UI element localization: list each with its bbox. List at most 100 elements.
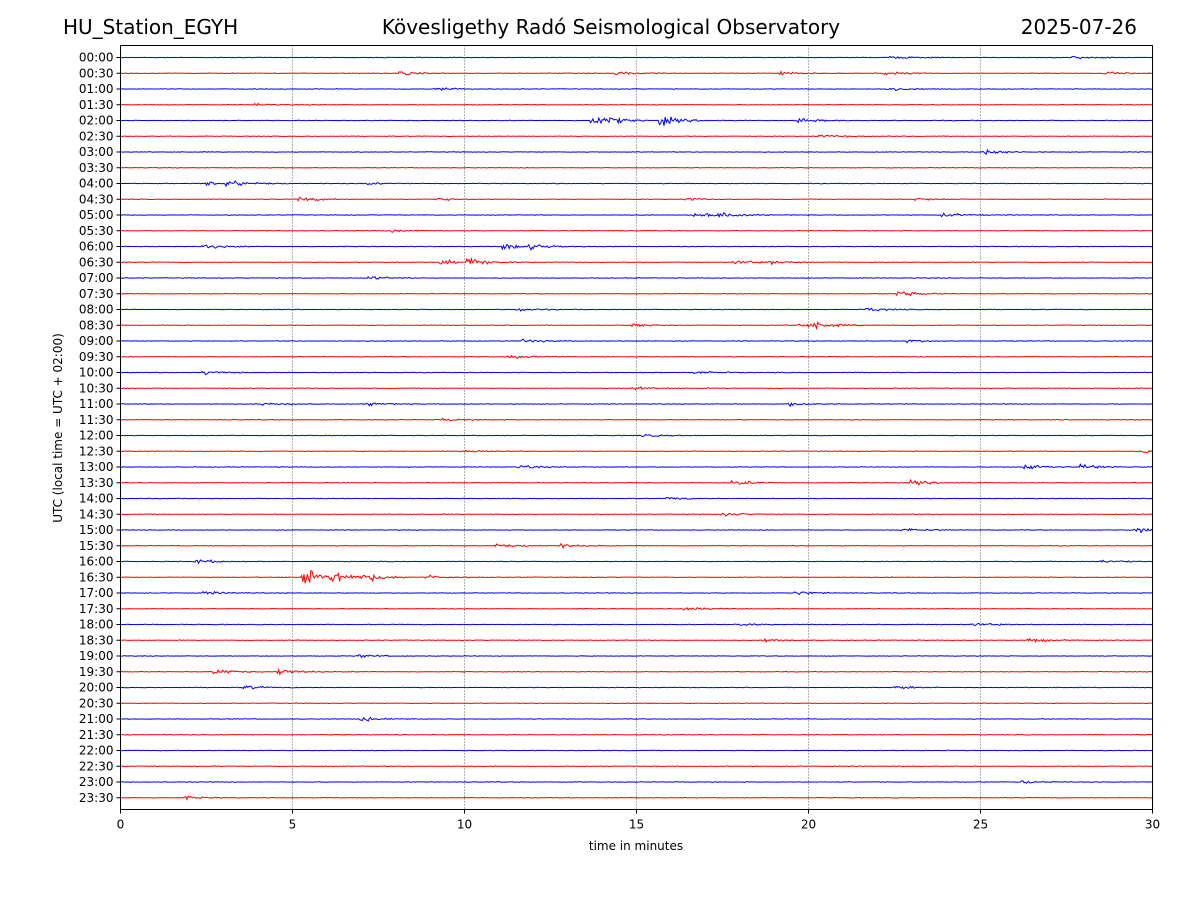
y-tick-label: 03:30 bbox=[79, 161, 114, 175]
trace-2300 bbox=[120, 780, 1153, 784]
trace-1000 bbox=[120, 370, 1153, 376]
trace-1200 bbox=[120, 433, 1153, 438]
x-tick-label: 15 bbox=[629, 818, 644, 832]
x-tick-label: 30 bbox=[1145, 818, 1160, 832]
trace-2100 bbox=[120, 716, 1153, 722]
y-tick-label: 07:00 bbox=[79, 271, 114, 285]
y-tick-label: 14:30 bbox=[79, 507, 114, 521]
y-tick-label: 17:00 bbox=[79, 586, 114, 600]
trace-0300 bbox=[120, 148, 1153, 155]
trace-0930 bbox=[120, 354, 1153, 360]
y-tick-label: 10:00 bbox=[79, 366, 114, 380]
trace-1700 bbox=[120, 590, 1153, 596]
trace-0600 bbox=[120, 243, 1153, 251]
trace-1930 bbox=[120, 667, 1153, 677]
trace-1400 bbox=[120, 497, 1153, 500]
y-tick-label: 03:00 bbox=[79, 145, 114, 159]
y-tick-label: 05:00 bbox=[79, 208, 114, 222]
y-axis-label: UTC (local time = UTC + 02:00) bbox=[51, 333, 65, 523]
trace-0500 bbox=[120, 212, 1153, 218]
y-tick-label: 21:30 bbox=[79, 728, 114, 742]
trace-0900 bbox=[120, 338, 1153, 344]
y-tick-label: 18:30 bbox=[79, 633, 114, 647]
trace-1300 bbox=[120, 463, 1153, 470]
trace-0800 bbox=[120, 307, 1153, 312]
y-tick-label: 08:00 bbox=[79, 303, 114, 317]
trace-group bbox=[120, 55, 1153, 801]
y-tick-label: 11:00 bbox=[79, 397, 114, 411]
y-tick-label: 06:00 bbox=[79, 240, 114, 254]
y-tick-label: 20:30 bbox=[79, 696, 114, 710]
y-tick-label: 09:30 bbox=[79, 350, 114, 364]
y-tick-label: 02:30 bbox=[79, 129, 114, 143]
trace-0000 bbox=[120, 55, 1153, 60]
y-tick-label: 15:30 bbox=[79, 539, 114, 553]
trace-1630 bbox=[120, 570, 1153, 584]
trace-1800 bbox=[120, 622, 1153, 627]
trace-1130 bbox=[120, 417, 1153, 422]
y-tick-label: 04:30 bbox=[79, 192, 114, 206]
y-tick-label: 12:30 bbox=[79, 444, 114, 458]
station-name: HU_Station_EGYH bbox=[63, 15, 239, 39]
y-tick-label: 11:30 bbox=[79, 413, 114, 427]
grid-lines bbox=[292, 45, 981, 810]
y-tick-label: 19:00 bbox=[79, 649, 114, 663]
trace-1730 bbox=[120, 606, 1153, 611]
trace-1530 bbox=[120, 542, 1153, 550]
y-tick-label: 17:30 bbox=[79, 602, 114, 616]
y-tick-label: 23:00 bbox=[79, 775, 114, 789]
trace-0130 bbox=[120, 102, 1153, 107]
y-tick-label: 04:00 bbox=[79, 177, 114, 191]
trace-2000 bbox=[120, 685, 1153, 690]
trace-1830 bbox=[120, 637, 1153, 644]
y-tick-label: 15:00 bbox=[79, 523, 114, 537]
y-tick-label: 05:30 bbox=[79, 224, 114, 238]
trace-0530 bbox=[120, 229, 1153, 234]
y-tick-label: 20:00 bbox=[79, 681, 114, 695]
y-tick-label: 01:00 bbox=[79, 82, 114, 96]
trace-0100 bbox=[120, 87, 1153, 92]
trace-1900 bbox=[120, 654, 1153, 659]
x-tick-label: 25 bbox=[973, 818, 988, 832]
x-axis-label: time in minutes bbox=[589, 839, 683, 853]
trace-0430 bbox=[120, 196, 1153, 202]
trace-0030 bbox=[120, 70, 1153, 76]
trace-0630 bbox=[120, 256, 1153, 266]
x-tick-label: 0 bbox=[117, 818, 125, 832]
trace-0730 bbox=[120, 291, 1153, 297]
trace-1030 bbox=[120, 386, 1153, 391]
y-tick-label: 13:30 bbox=[79, 476, 114, 490]
trace-1600 bbox=[120, 559, 1153, 565]
y-tick-label: 02:00 bbox=[79, 114, 114, 128]
trace-0200 bbox=[120, 116, 1153, 126]
y-tick-label: 14:00 bbox=[79, 492, 114, 506]
trace-2230 bbox=[120, 765, 1153, 768]
y-tick-label: 00:00 bbox=[79, 51, 114, 65]
y-tick-label: 23:30 bbox=[79, 791, 114, 805]
y-tick-label: 22:30 bbox=[79, 759, 114, 773]
trace-1230 bbox=[120, 449, 1153, 454]
y-tick-label: 22:00 bbox=[79, 744, 114, 758]
y-tick-label: 16:30 bbox=[79, 570, 114, 584]
y-tick-label: 19:30 bbox=[79, 665, 114, 679]
trace-0700 bbox=[120, 276, 1153, 280]
chart-title: Kövesligethy Radó Seismological Observat… bbox=[381, 15, 841, 39]
trace-1330 bbox=[120, 478, 1153, 486]
trace-0830 bbox=[120, 320, 1153, 331]
y-tick-label: 21:00 bbox=[79, 712, 114, 726]
x-tick-label: 5 bbox=[289, 818, 297, 832]
y-tick-label: 13:00 bbox=[79, 460, 114, 474]
y-tick-label: 06:30 bbox=[79, 255, 114, 269]
x-tick-label: 20 bbox=[801, 818, 816, 832]
trace-1430 bbox=[120, 512, 1153, 517]
x-axis: 0 5 10 15 20 25 30 bbox=[117, 809, 1160, 832]
x-tick-label: 10 bbox=[457, 818, 472, 832]
trace-1500 bbox=[120, 527, 1153, 534]
trace-1100 bbox=[120, 402, 1153, 408]
y-tick-label: 08:30 bbox=[79, 318, 114, 332]
trace-2030 bbox=[120, 702, 1153, 705]
trace-2200 bbox=[120, 749, 1153, 752]
trace-0400 bbox=[120, 180, 1153, 188]
